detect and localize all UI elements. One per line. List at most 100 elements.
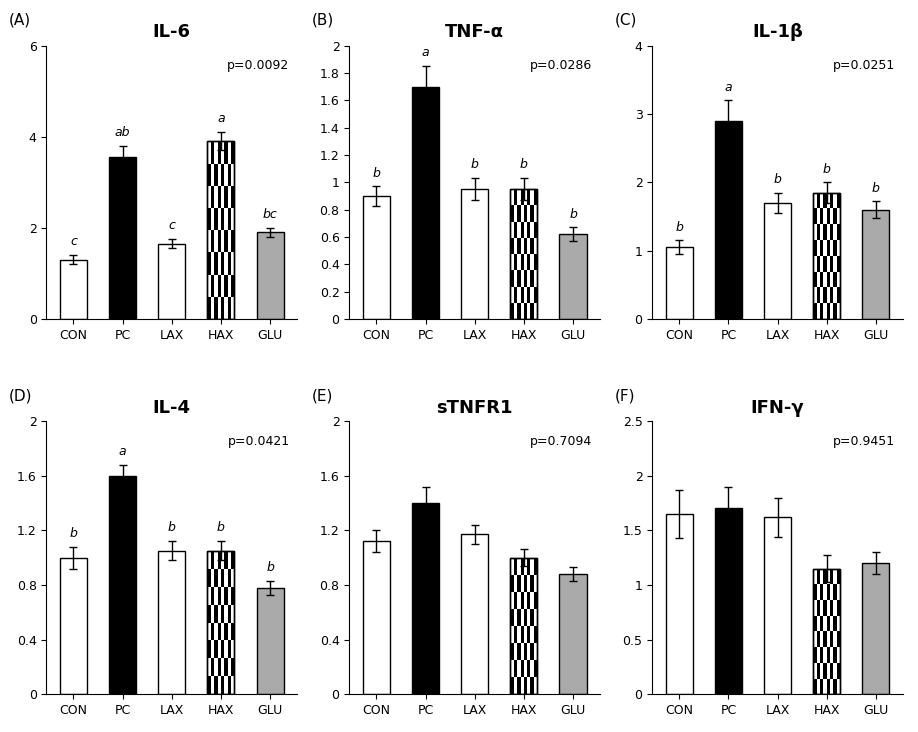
Text: b: b — [266, 561, 274, 574]
Bar — [817, 255, 820, 272]
Bar — [109, 476, 136, 694]
Bar — [221, 296, 224, 319]
Bar — [830, 569, 834, 584]
Bar — [510, 558, 537, 694]
Bar — [218, 551, 221, 569]
Bar — [820, 584, 823, 600]
Bar — [256, 233, 284, 319]
Bar — [218, 586, 221, 605]
Bar — [524, 238, 527, 254]
Bar — [228, 296, 230, 319]
Bar — [823, 255, 827, 272]
Bar — [830, 288, 834, 303]
Text: (E): (E) — [312, 388, 333, 403]
Bar — [230, 141, 234, 163]
Bar — [514, 222, 517, 238]
Bar — [521, 189, 524, 206]
Bar — [510, 677, 514, 694]
Bar — [517, 206, 521, 222]
Bar — [527, 222, 531, 238]
Bar — [823, 632, 827, 647]
Bar — [830, 255, 834, 272]
Bar — [830, 224, 834, 240]
Bar — [524, 643, 527, 660]
Bar — [211, 141, 214, 163]
Bar — [510, 575, 514, 591]
Bar — [531, 677, 533, 694]
Bar — [817, 193, 820, 209]
Bar — [517, 238, 521, 254]
Bar — [224, 622, 228, 640]
Text: p=0.0251: p=0.0251 — [834, 59, 895, 72]
Bar — [524, 575, 527, 591]
Bar — [514, 189, 517, 206]
Bar — [827, 303, 830, 319]
Bar — [461, 534, 488, 694]
Bar — [830, 600, 834, 616]
Bar — [827, 209, 830, 224]
Bar — [60, 558, 87, 694]
Bar — [834, 303, 836, 319]
Bar — [211, 230, 214, 253]
Bar — [834, 240, 836, 255]
Bar — [715, 509, 742, 694]
Bar — [533, 558, 537, 575]
Title: TNF-α: TNF-α — [445, 23, 504, 42]
Bar — [207, 253, 211, 274]
Bar — [533, 189, 537, 206]
Bar — [207, 551, 234, 694]
Bar — [715, 121, 742, 319]
Bar — [514, 254, 517, 270]
Bar — [836, 288, 840, 303]
Text: (F): (F) — [615, 388, 635, 403]
Bar — [834, 616, 836, 632]
Bar — [531, 303, 533, 319]
Bar — [823, 600, 827, 616]
Bar — [230, 586, 234, 605]
Bar — [813, 679, 817, 694]
Bar — [836, 632, 840, 647]
Bar — [517, 677, 521, 694]
Bar — [230, 551, 234, 569]
Bar — [207, 605, 211, 622]
Bar — [228, 605, 230, 622]
Bar — [207, 163, 211, 186]
Bar — [521, 254, 524, 270]
Bar — [813, 193, 840, 319]
Bar — [820, 240, 823, 255]
Bar — [827, 616, 830, 632]
Title: IL-6: IL-6 — [152, 23, 191, 42]
Bar — [207, 640, 211, 658]
Bar — [211, 551, 214, 569]
Text: (A): (A) — [9, 13, 31, 28]
Bar — [514, 591, 517, 609]
Bar — [827, 240, 830, 255]
Bar — [531, 609, 533, 626]
Text: bc: bc — [263, 208, 277, 221]
Title: IFN-γ: IFN-γ — [751, 399, 804, 417]
Bar — [830, 193, 834, 209]
Bar — [517, 303, 521, 319]
Bar — [836, 224, 840, 240]
Text: (C): (C) — [615, 13, 637, 28]
Text: a: a — [421, 46, 430, 59]
Text: p=0.0421: p=0.0421 — [228, 435, 289, 448]
Bar — [363, 541, 390, 694]
Text: (D): (D) — [9, 388, 32, 403]
Bar — [524, 303, 527, 319]
Bar — [221, 676, 224, 694]
Bar — [224, 141, 228, 163]
Bar — [211, 622, 214, 640]
Bar — [510, 643, 514, 660]
Bar — [214, 569, 218, 586]
Bar — [510, 609, 514, 626]
Bar — [834, 584, 836, 600]
Title: IL-1β: IL-1β — [752, 23, 803, 42]
Bar — [510, 206, 514, 222]
Text: p=0.9451: p=0.9451 — [834, 435, 895, 448]
Text: b: b — [569, 208, 577, 220]
Bar — [527, 286, 531, 303]
Bar — [813, 569, 840, 694]
Text: b: b — [774, 173, 781, 186]
Bar — [363, 196, 390, 319]
